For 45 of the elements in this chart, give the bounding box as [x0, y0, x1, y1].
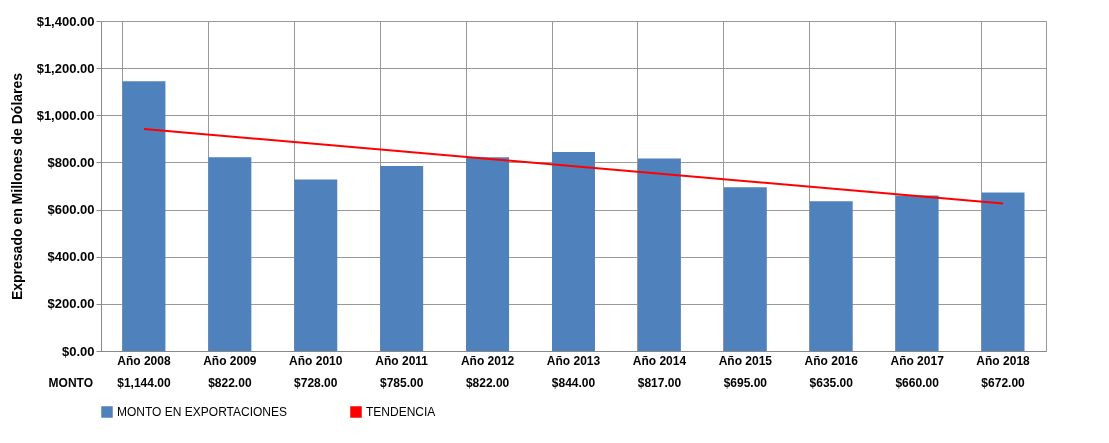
bar	[895, 195, 939, 351]
y-tick-label: $1,000.00	[36, 107, 95, 123]
text: MONTO	[48, 376, 93, 390]
x-tick-label: Año 2014	[632, 353, 687, 368]
legend-label: MONTO EN EXPORTACIONES	[117, 405, 288, 419]
bar	[809, 201, 853, 351]
bar	[294, 179, 338, 351]
x-tick-label: Año 2018	[976, 353, 1031, 368]
x-tick-label: Año 2010	[289, 353, 343, 368]
bar	[723, 187, 767, 351]
bar	[552, 152, 595, 351]
bar	[466, 157, 510, 351]
data-label: $1,144.00	[117, 376, 171, 390]
legend-label: TENDENCIA	[366, 405, 436, 419]
data-label: $660.00	[895, 376, 940, 390]
x-tick-label: Año 2012	[460, 353, 515, 368]
x-tick-label: Año 2011	[375, 353, 429, 368]
bar	[981, 192, 1025, 351]
y-tick-label: $800.00	[47, 154, 95, 170]
y-tick-label: $1,400.00	[36, 13, 95, 29]
y-tick-label: $200.00	[47, 296, 95, 312]
bar	[637, 158, 681, 351]
data-label: $822.00	[208, 376, 252, 390]
y-tick-label: $400.00	[47, 249, 95, 265]
x-tick-label: Año 2016	[804, 353, 859, 368]
y-tick-label: $1,200.00	[36, 60, 95, 76]
x-tick-label: Año 2013	[546, 353, 601, 368]
y-tick-label: $0.00	[61, 343, 95, 359]
y-tick-label: $600.00	[47, 202, 95, 218]
y-axis-title: Expresado en Millones de Dólares	[8, 72, 25, 301]
data-label: $844.00	[551, 376, 596, 390]
bar	[122, 81, 166, 351]
data-label: $672.00	[981, 376, 1026, 390]
x-tick-label: Año 2009	[203, 353, 257, 368]
data-label: $785.00	[379, 376, 424, 390]
x-tick-label: Año 2017	[890, 353, 945, 368]
bar	[380, 165, 424, 351]
bar	[208, 157, 252, 351]
data-label: $817.00	[637, 376, 682, 390]
data-label: $822.00	[465, 376, 510, 390]
x-tick-label: Año 2015	[718, 353, 773, 368]
data-label: $695.00	[723, 376, 768, 390]
x-tick-label: Año 2008	[117, 353, 171, 368]
data-label: $635.00	[809, 376, 854, 390]
data-label: $728.00	[294, 376, 338, 390]
